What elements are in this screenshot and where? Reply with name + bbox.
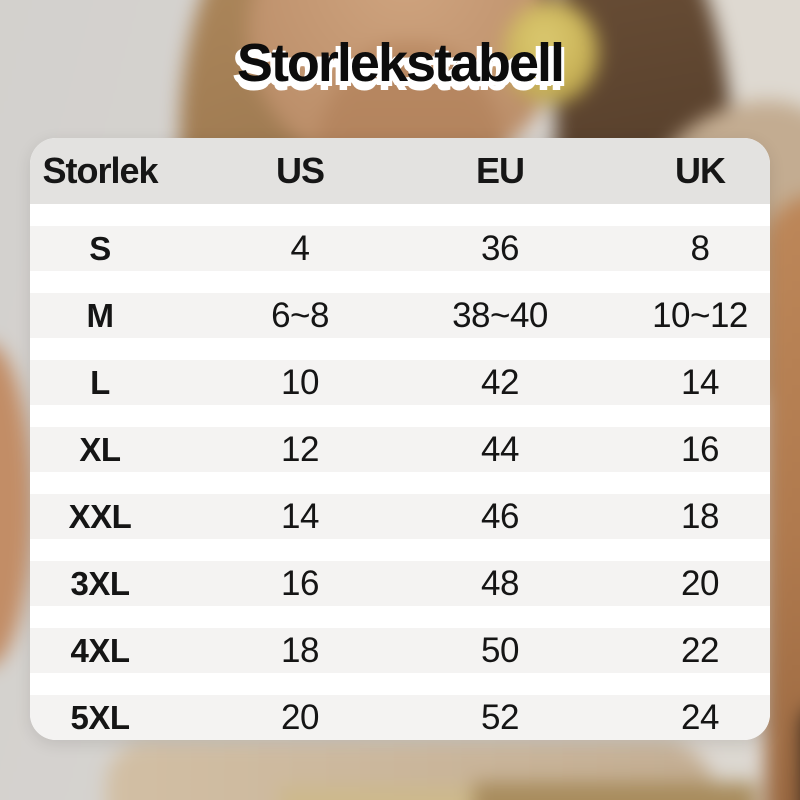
size-label-cell: L — [90, 363, 110, 401]
eu-value-cell: 46 — [481, 496, 519, 536]
photo-arm-right — [765, 195, 800, 800]
us-value-cell: 10 — [281, 362, 319, 402]
column-header-uk: UK — [675, 150, 726, 191]
table-row-m: M 6~8 38~40 10~12 — [30, 293, 770, 338]
table-row-xl: XL 12 44 16 — [30, 427, 770, 472]
photo-earring — [503, 1, 599, 104]
page-title-shadow: Storlekstabell — [231, 37, 560, 97]
size-label-cell: 4XL — [70, 631, 130, 669]
uk-value-cell: 10~12 — [652, 295, 748, 335]
us-value-cell: 18 — [281, 630, 319, 670]
eu-value-cell: 42 — [481, 362, 519, 402]
size-label-cell: XXL — [68, 497, 132, 535]
column-header-eu: EU — [475, 150, 525, 191]
uk-value-cell: 8 — [690, 228, 710, 268]
uk-value-cell: 14 — [681, 362, 719, 402]
page-title-text: Storlekstabell — [236, 33, 565, 93]
size-label-cell: S — [89, 229, 111, 267]
photo-skirt — [279, 786, 474, 800]
us-value-cell: 16 — [281, 563, 319, 603]
eu-value-cell: 38~40 — [452, 295, 548, 335]
table-row-3xl: 3XL 16 48 20 — [30, 561, 770, 606]
uk-value-cell: 22 — [681, 630, 719, 670]
us-value-cell: 14 — [281, 496, 319, 536]
eu-value-cell: 50 — [481, 630, 519, 670]
uk-value-cell: 18 — [681, 496, 719, 536]
size-label-cell: 5XL — [70, 698, 130, 736]
table-row-xxl: XXL 14 46 18 — [30, 494, 770, 539]
size-label-cell: 3XL — [70, 564, 130, 602]
us-value-cell: 20 — [281, 697, 319, 737]
photo-pants — [473, 782, 757, 800]
uk-value-cell: 16 — [681, 429, 719, 469]
size-label-cell: XL — [79, 430, 121, 468]
eu-value-cell: 44 — [481, 429, 519, 469]
eu-value-cell: 52 — [481, 697, 519, 737]
table-row-4xl: 4XL 18 50 22 — [30, 628, 770, 673]
us-value-cell: 4 — [290, 228, 310, 268]
table-row-5xl: 5XL 20 52 24 — [30, 695, 770, 740]
table-row-l: L 10 42 14 — [30, 360, 770, 405]
eu-value-cell: 48 — [481, 563, 519, 603]
us-value-cell: 6~8 — [271, 295, 329, 335]
us-value-cell: 12 — [281, 429, 319, 469]
page-title: Storlekstabell Storlekstabell — [0, 30, 800, 97]
size-chart-card: Storlek US EU UK S 4 36 8 M 6~8 38~40 10… — [30, 138, 770, 740]
column-header-us: US — [275, 150, 325, 191]
table-header-row: Storlek US EU UK — [30, 138, 770, 204]
uk-value-cell: 24 — [681, 697, 719, 737]
eu-value-cell: 36 — [481, 228, 519, 268]
uk-value-cell: 20 — [681, 563, 719, 603]
table-row-s: S 4 36 8 — [30, 226, 770, 271]
column-header-size: Storlek — [42, 150, 158, 191]
size-label-cell: M — [86, 296, 115, 334]
